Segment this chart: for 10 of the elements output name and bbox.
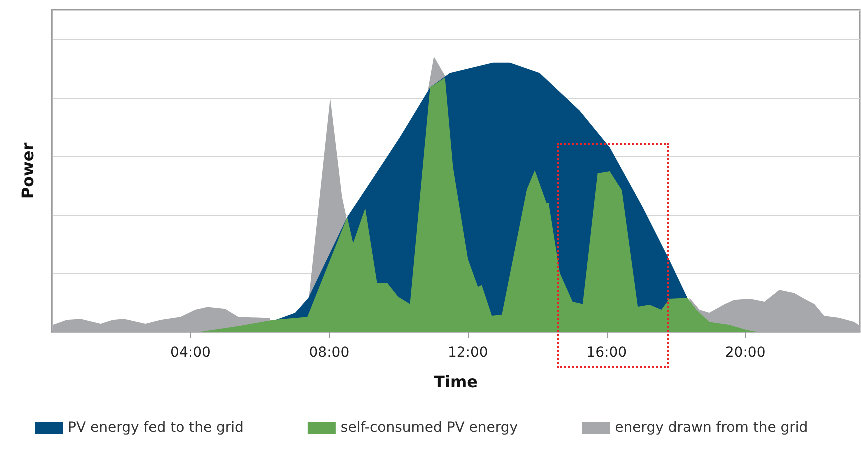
legend-label: self-consumed PV energy: [340, 420, 518, 436]
x-tick-label: 04:00: [170, 345, 211, 361]
x-tick-label: 16:00: [586, 345, 628, 361]
x-tick-label: 20:00: [725, 345, 766, 361]
x-tick-label: 12:00: [448, 345, 488, 361]
x-tick-label: 08:00: [309, 345, 350, 361]
x-axis-title: Time: [434, 372, 478, 392]
legend-label: energy drawn from the grid: [615, 420, 808, 436]
y-axis-title: Power: [18, 142, 38, 200]
legend-label: PV energy fed to the grid: [68, 420, 244, 436]
